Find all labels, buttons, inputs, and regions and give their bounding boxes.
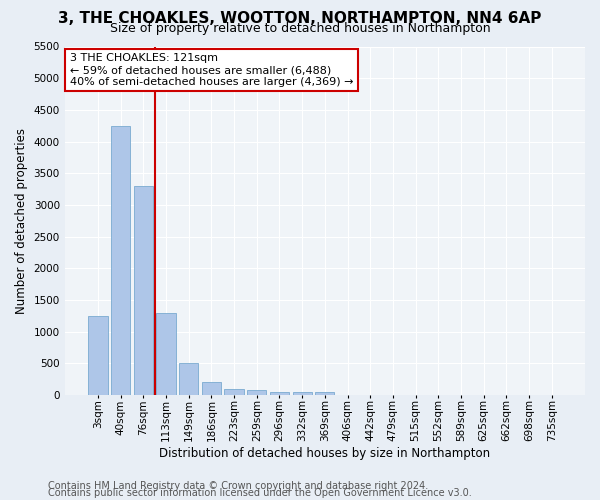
Bar — [111, 126, 130, 395]
Bar — [293, 392, 312, 395]
X-axis label: Distribution of detached houses by size in Northampton: Distribution of detached houses by size … — [159, 447, 490, 460]
Text: Contains public sector information licensed under the Open Government Licence v3: Contains public sector information licen… — [48, 488, 472, 498]
Bar — [179, 364, 199, 395]
Text: 3 THE CHOAKLES: 121sqm
← 59% of detached houses are smaller (6,488)
40% of semi-: 3 THE CHOAKLES: 121sqm ← 59% of detached… — [70, 54, 353, 86]
Bar — [315, 392, 334, 395]
Y-axis label: Number of detached properties: Number of detached properties — [15, 128, 28, 314]
Bar — [157, 312, 176, 395]
Bar — [270, 392, 289, 395]
Text: 3, THE CHOAKLES, WOOTTON, NORTHAMPTON, NN4 6AP: 3, THE CHOAKLES, WOOTTON, NORTHAMPTON, N… — [58, 11, 542, 26]
Bar — [88, 316, 107, 395]
Text: Size of property relative to detached houses in Northampton: Size of property relative to detached ho… — [110, 22, 490, 35]
Text: Contains HM Land Registry data © Crown copyright and database right 2024.: Contains HM Land Registry data © Crown c… — [48, 481, 428, 491]
Bar — [202, 382, 221, 395]
Bar — [224, 389, 244, 395]
Bar — [134, 186, 153, 395]
Bar — [247, 390, 266, 395]
